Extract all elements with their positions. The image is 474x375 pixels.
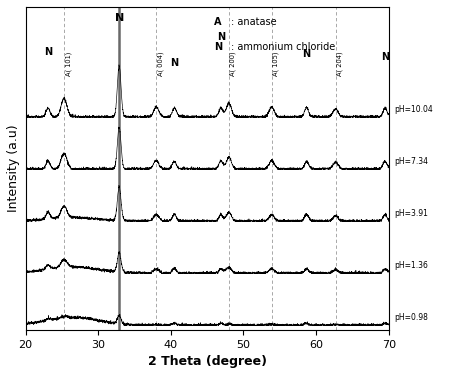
Text: A( 105): A( 105): [273, 52, 279, 76]
X-axis label: 2 Theta (degree): 2 Theta (degree): [147, 355, 266, 368]
Text: A( 200): A( 200): [230, 52, 237, 76]
Text: A( 204): A( 204): [337, 52, 343, 76]
Text: pH=3.91: pH=3.91: [394, 209, 428, 218]
Text: N: N: [214, 42, 222, 52]
Text: A( 101): A( 101): [65, 52, 72, 76]
Text: N: N: [44, 47, 52, 57]
Text: N: N: [302, 49, 310, 59]
Text: pH=0.98: pH=0.98: [394, 313, 428, 322]
Text: N: N: [115, 13, 124, 23]
Text: N: N: [170, 58, 179, 68]
Y-axis label: Intensity (a.u): Intensity (a.u): [7, 124, 20, 212]
Text: A( 004): A( 004): [157, 52, 164, 76]
Text: N: N: [217, 32, 225, 42]
Text: pH=7.34: pH=7.34: [394, 157, 428, 166]
Text: A: A: [214, 16, 222, 27]
Text: pH=10.04: pH=10.04: [394, 105, 433, 114]
Text: : anatase: : anatase: [231, 16, 276, 27]
Text: pH=1.36: pH=1.36: [394, 261, 428, 270]
Text: : ammonium chloride: : ammonium chloride: [231, 42, 335, 52]
Text: N: N: [381, 52, 389, 62]
